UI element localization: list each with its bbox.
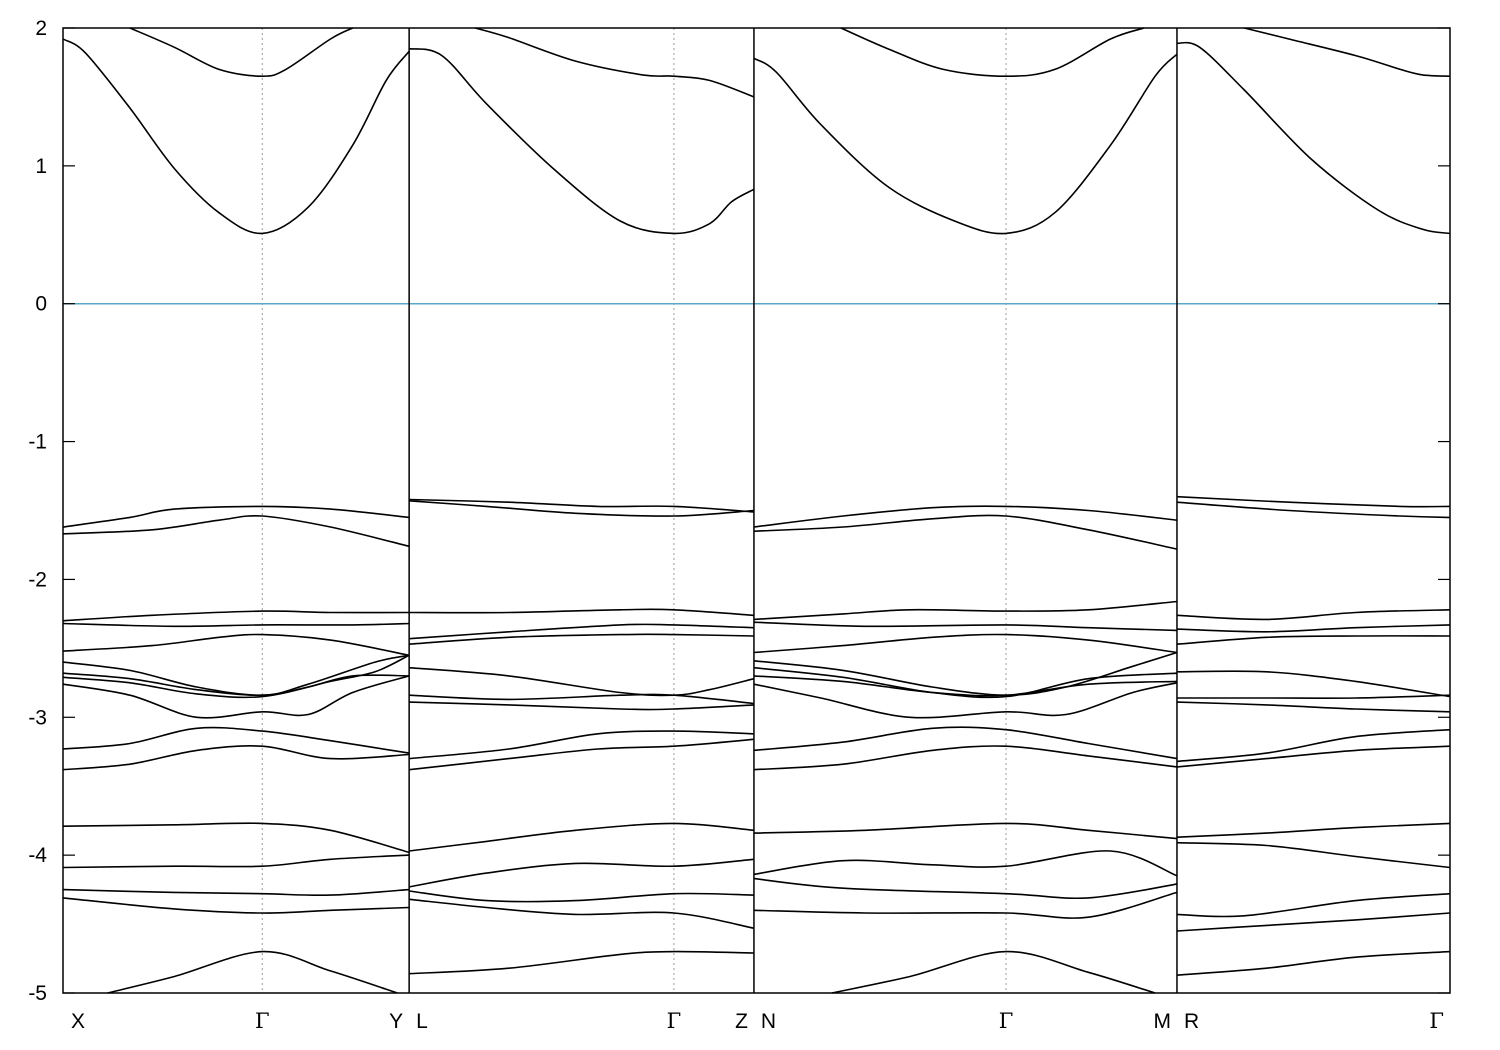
band-line xyxy=(62,514,410,548)
kpoint-label: X xyxy=(71,1010,85,1033)
band-line xyxy=(107,950,398,994)
band-line xyxy=(840,27,1145,77)
boundary-layer xyxy=(408,28,1178,993)
band-line xyxy=(1176,41,1451,235)
kpoint-label: N xyxy=(761,1010,776,1033)
band-line xyxy=(409,950,754,975)
band-line xyxy=(753,822,1178,840)
band-line xyxy=(62,622,410,628)
band-line xyxy=(1176,609,1451,621)
band-line xyxy=(753,850,1178,877)
band-line xyxy=(753,666,1178,699)
band-line xyxy=(753,505,1178,528)
band-line xyxy=(409,633,754,645)
y-tick-label: 0 xyxy=(35,293,47,316)
band-line xyxy=(753,682,1178,719)
band-line xyxy=(753,514,1178,550)
band-line xyxy=(62,505,410,528)
band-line xyxy=(1176,495,1451,508)
kpoint-label: Γ xyxy=(999,1009,1014,1033)
band-line xyxy=(62,610,410,622)
band-line xyxy=(409,623,754,640)
y-tick-label: -4 xyxy=(28,844,47,867)
y-tick-label: -5 xyxy=(28,982,47,1005)
y-tick-label: -1 xyxy=(28,431,47,454)
band-line xyxy=(409,693,754,705)
band-line xyxy=(753,633,1178,654)
y-tick-label: 1 xyxy=(35,155,47,178)
band-line xyxy=(831,950,1156,994)
band-line xyxy=(753,675,1178,697)
band-line xyxy=(62,654,410,699)
kpoint-label: R xyxy=(1184,1010,1199,1033)
band-line xyxy=(409,701,754,711)
band-line xyxy=(1176,670,1451,698)
band-line xyxy=(409,666,755,697)
band-line xyxy=(753,891,1178,919)
band-line xyxy=(62,633,410,657)
y-tick-label: -3 xyxy=(28,706,47,729)
band-line xyxy=(753,600,1178,621)
band-line xyxy=(408,47,755,235)
label-layer: 2 1 0 -1 -2 -3 -4 -5 X Γ Y L Γ Z N Γ M R Γ xyxy=(28,17,1444,1033)
grid-layer xyxy=(261,28,1007,993)
kpoint-label: Z xyxy=(735,1010,748,1033)
band-line xyxy=(753,877,1178,900)
band-line xyxy=(62,38,410,235)
band-line xyxy=(409,898,755,929)
kpoint-label: L xyxy=(416,1010,428,1033)
band-line xyxy=(753,745,1178,771)
kpoint-label: Γ xyxy=(1429,1009,1444,1033)
band-layer xyxy=(62,27,1451,994)
band-line xyxy=(409,738,754,771)
band-line xyxy=(408,858,754,888)
band-line xyxy=(409,890,754,903)
band-line xyxy=(1177,694,1451,699)
band-line xyxy=(62,675,410,719)
band-line xyxy=(753,621,1178,632)
band-line xyxy=(753,53,1178,235)
band-line xyxy=(1176,892,1451,918)
band-line xyxy=(62,745,410,771)
band-line xyxy=(62,888,410,897)
band-line xyxy=(1244,27,1451,77)
band-line xyxy=(1176,841,1451,869)
band-line xyxy=(409,608,754,617)
band-line xyxy=(1176,728,1451,763)
band-line xyxy=(1176,635,1451,645)
band-line xyxy=(62,854,410,869)
band-line xyxy=(1176,624,1451,633)
band-line xyxy=(1176,701,1451,713)
band-line xyxy=(409,822,754,852)
band-line xyxy=(409,500,754,517)
y-tick-label: 2 xyxy=(35,17,47,40)
band-line xyxy=(1176,912,1451,932)
y-tick-label: -2 xyxy=(28,568,47,591)
band-line xyxy=(1176,950,1451,976)
band-line xyxy=(1176,745,1451,768)
kpoint-label: Γ xyxy=(255,1009,270,1033)
band-line xyxy=(62,672,410,697)
band-line xyxy=(409,498,754,513)
band-line xyxy=(475,27,755,98)
band-line xyxy=(409,730,754,760)
band-line xyxy=(62,897,410,914)
band-line xyxy=(1176,501,1451,519)
band-line xyxy=(62,726,410,754)
band-line xyxy=(62,822,410,854)
band-line xyxy=(753,726,1178,760)
band-line xyxy=(129,27,354,77)
plot-frame xyxy=(62,27,1451,994)
kpoint-label: Y xyxy=(389,1010,403,1033)
band-line xyxy=(1176,822,1451,838)
kpoint-label: M xyxy=(1153,1010,1171,1033)
kpoint-label: Γ xyxy=(667,1009,682,1033)
frame-layer xyxy=(62,27,1451,994)
